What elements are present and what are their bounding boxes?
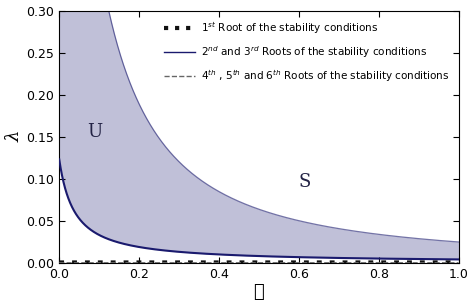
Text: U: U (87, 123, 102, 141)
Legend: 1$^{st}$ Root of the stability conditions, 2$^{nd}$ and 3$^{rd}$ Roots of the st: 1$^{st}$ Root of the stability condition… (160, 16, 453, 88)
X-axis label: ℓ: ℓ (254, 283, 264, 301)
Text: S: S (299, 173, 311, 191)
Y-axis label: λ: λ (6, 131, 24, 142)
